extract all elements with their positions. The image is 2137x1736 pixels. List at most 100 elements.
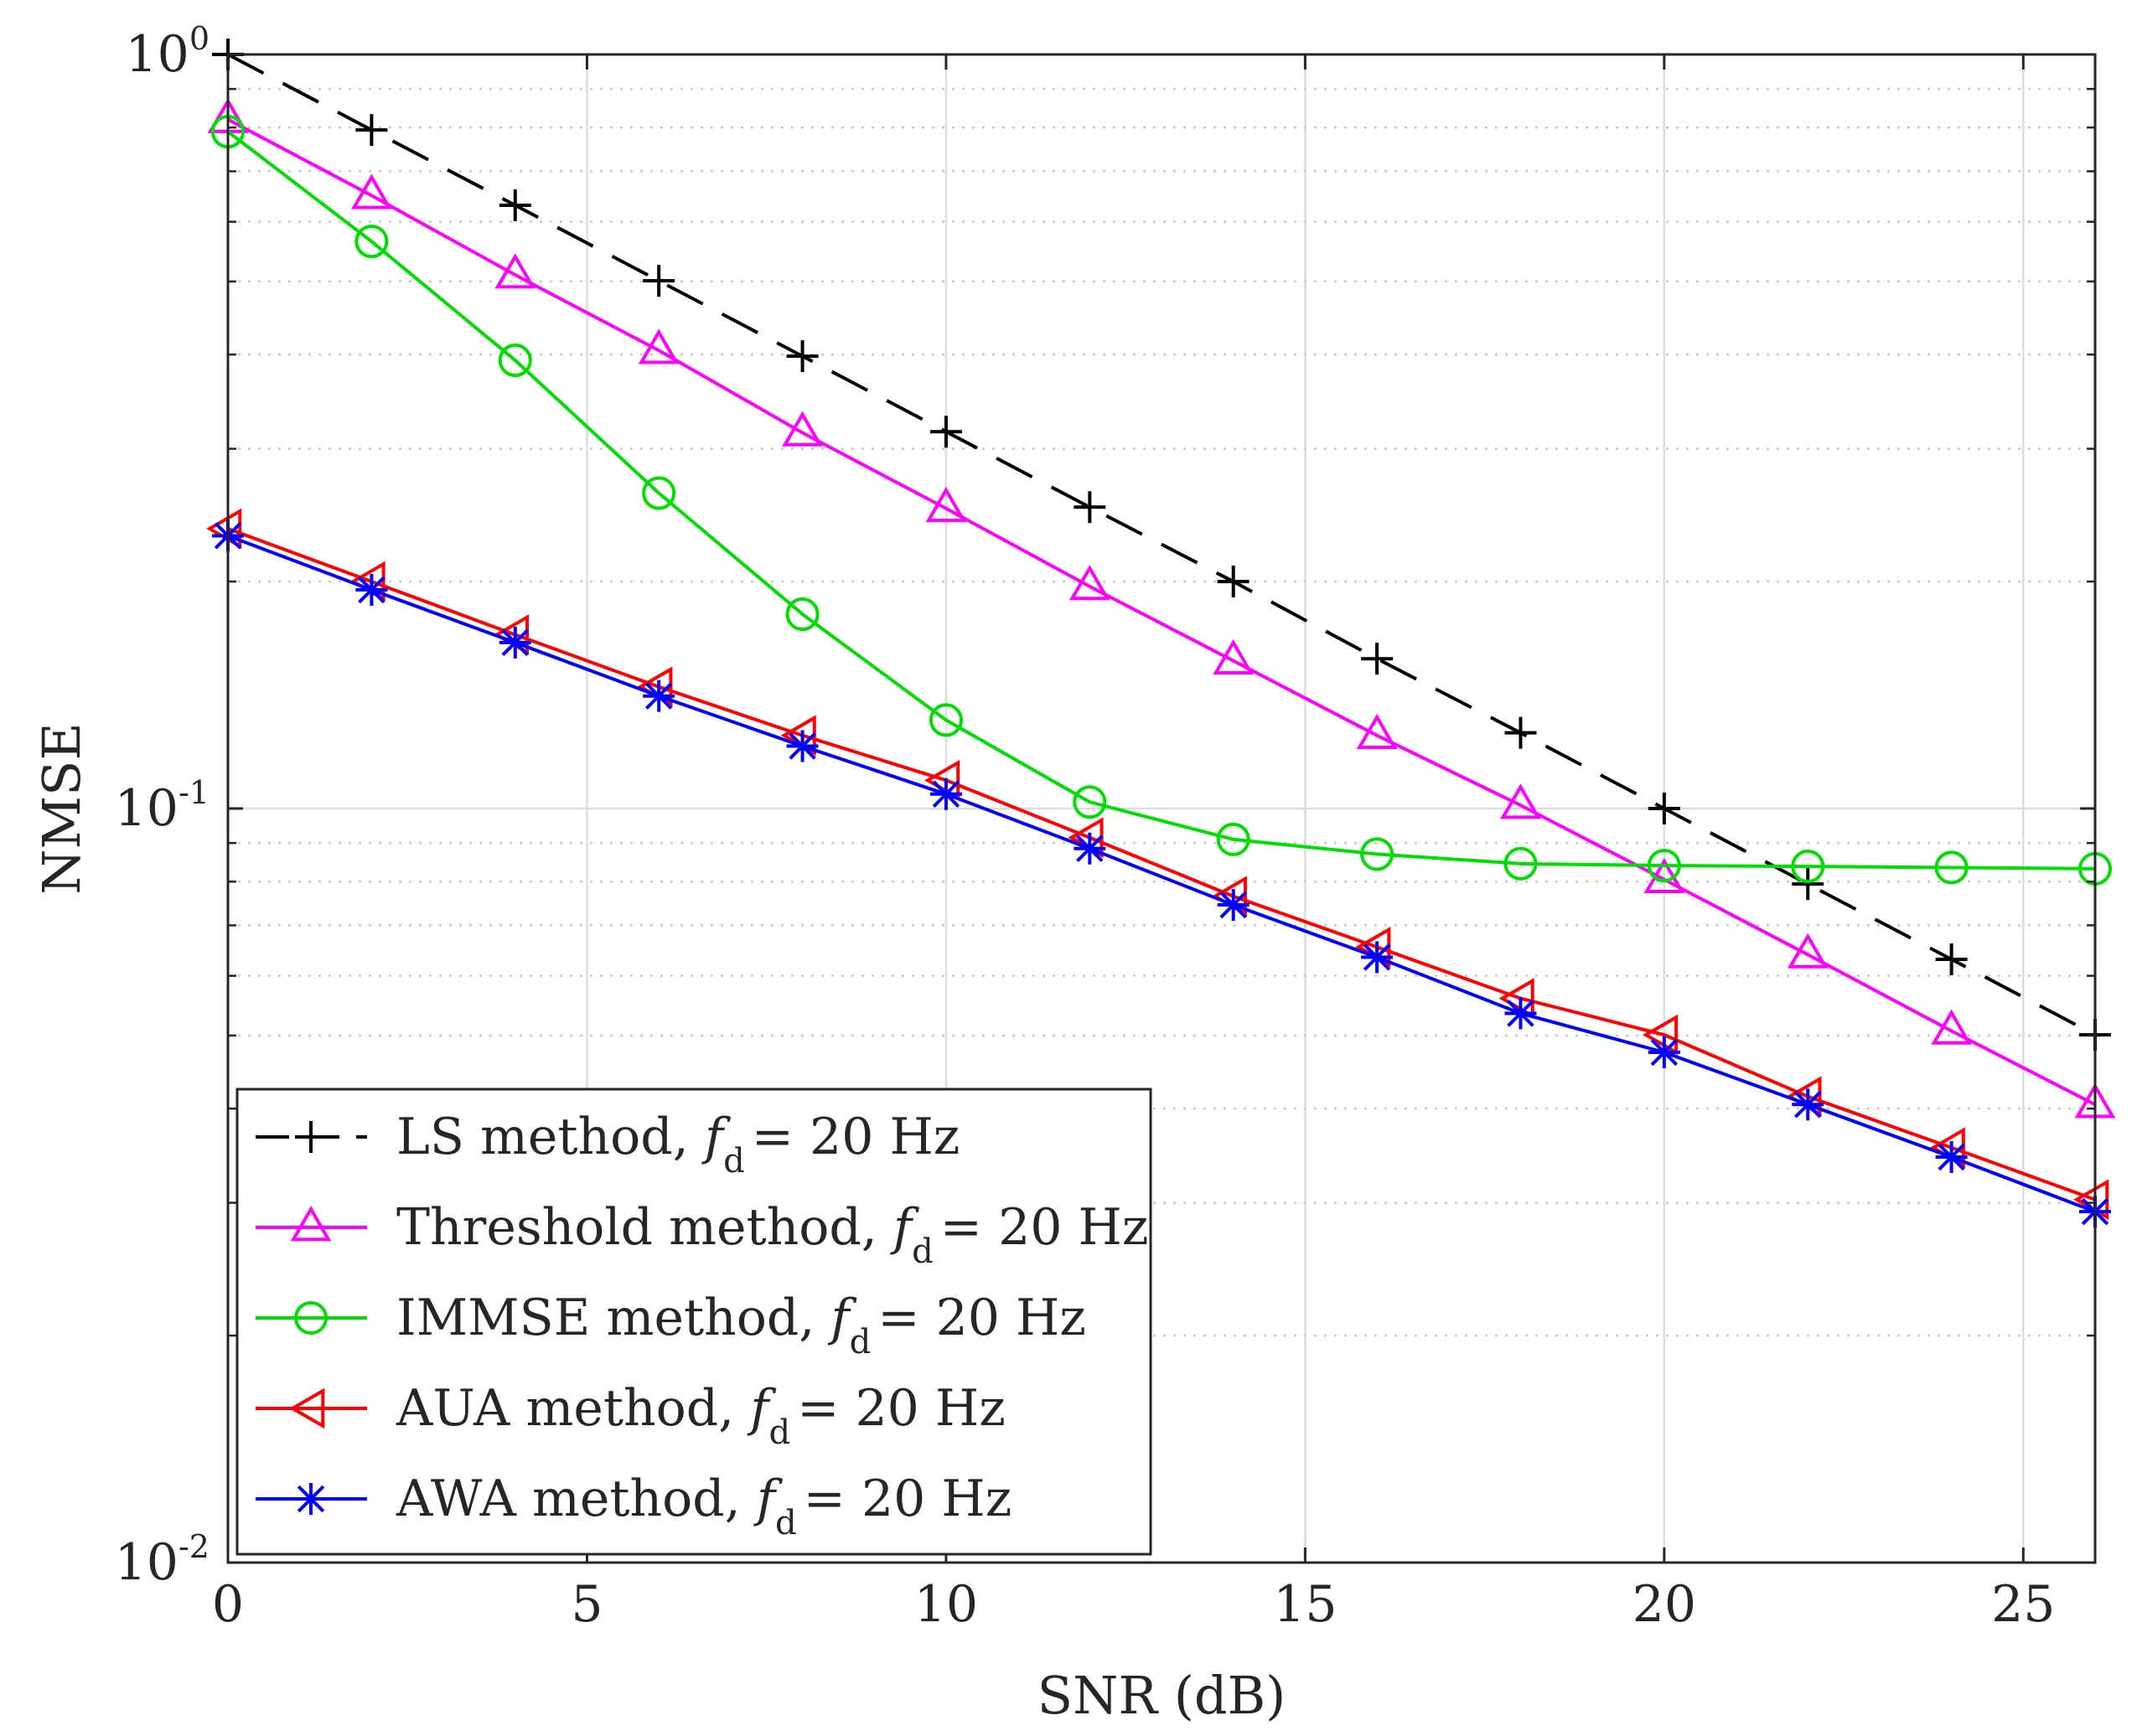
y-tick-label: 100: [125, 20, 210, 84]
marker-plus: [1217, 566, 1250, 598]
marker-circle: [354, 225, 389, 259]
marker-circle-shape: [293, 1300, 329, 1336]
marker-triangle-up: [494, 253, 536, 289]
legend-doppler-value: = 20 Hz: [752, 1108, 960, 1166]
y-tick-base: 10: [115, 779, 179, 838]
marker-circle-shape: [642, 476, 676, 510]
marker-triangle-up: [1068, 565, 1110, 601]
marker-plus: [355, 114, 388, 147]
marker-triangle-up: [1787, 933, 1829, 969]
marker-plus: [1074, 491, 1106, 524]
marker-asterisk-arm: [1507, 1000, 1534, 1027]
marker-triangle-up: [1356, 713, 1398, 750]
marker-asterisk-arm: [358, 576, 385, 604]
series-line-awa-method: [227, 534, 2096, 1214]
legend-fd-subscript: d: [723, 1142, 745, 1181]
marker-asterisk-arm: [1650, 1038, 1679, 1067]
marker-asterisk: [1648, 1036, 1680, 1068]
marker-plus: [643, 265, 675, 297]
legend-separator: ,: [799, 1289, 830, 1347]
marker-asterisk: [295, 1483, 327, 1515]
y-tick-label: 10-2: [115, 1528, 210, 1592]
marker-circle-shape: [785, 597, 820, 632]
marker-plus: [499, 189, 531, 221]
marker-plus: [1792, 868, 1824, 901]
marker-asterisk-arm: [1363, 943, 1391, 971]
x-tick-labels: 0 5 10 15 20 25: [212, 1575, 2056, 1634]
x-tick-label: 15: [1273, 1575, 1337, 1634]
marker-asterisk: [1792, 1088, 1824, 1121]
legend-item-awa-method: AWA method, fd = 20 Hz: [256, 1470, 1012, 1542]
marker-asterisk: [1217, 889, 1250, 922]
marker-circle-shape: [498, 343, 532, 378]
y-tick-exponent: -1: [179, 774, 210, 811]
marker-triangle-shape: [290, 1206, 332, 1242]
series-immse-method: [210, 115, 2113, 886]
series-line-threshold-method: [227, 117, 2096, 1107]
legend-label: AWA method, fd = 20 Hz: [396, 1470, 1012, 1542]
marker-triangle-shape: [351, 173, 392, 209]
y-tick-base: 10: [125, 25, 189, 84]
marker-plus: [1935, 943, 1968, 975]
marker-circle-shape: [1934, 850, 1969, 885]
marker-circle: [1934, 850, 1969, 885]
marker-plus: [295, 1121, 327, 1153]
marker-circle: [1647, 849, 1681, 883]
legend-separator: ,: [725, 1470, 757, 1528]
y-tick-exponent: -2: [179, 1528, 210, 1565]
marker-asterisk: [643, 679, 675, 712]
marker-asterisk-arm: [1793, 1091, 1822, 1119]
legend-box: [235, 1088, 1152, 1556]
marker-circle-shape: [1647, 849, 1681, 883]
marker-circle: [293, 1300, 329, 1336]
legend-fd-subscript: d: [775, 1504, 797, 1542]
legend-series-name: Threshold method: [396, 1198, 862, 1257]
marker-asterisk-arm: [501, 628, 530, 657]
marker-circle: [1503, 846, 1538, 881]
ticks: [226, 53, 2095, 1564]
marker-asterisk: [1935, 1140, 1968, 1173]
series-line-ls-method: [227, 53, 2096, 1036]
marker-circle-shape: [1503, 846, 1538, 881]
marker-triangle-up: [351, 173, 392, 209]
marker-circle: [642, 476, 676, 510]
series-line-immse-method: [226, 130, 2096, 871]
x-tick-label: 25: [1991, 1575, 2055, 1634]
marker-circle: [929, 703, 963, 737]
marker-triangle-up: [925, 487, 967, 523]
marker-plus: [786, 340, 819, 373]
marker-triangle-up: [1931, 1009, 1972, 1045]
marker-asterisk-arm: [644, 682, 673, 710]
legend-doppler-value: = 20 Hz: [877, 1289, 1086, 1347]
marker-triangle-shape: [289, 1387, 325, 1429]
marker-triangle-shape: [1643, 1014, 1679, 1056]
marker-circle: [1360, 837, 1394, 871]
marker-asterisk: [786, 730, 819, 762]
marker-circle-shape: [1073, 785, 1107, 819]
marker-circle-shape: [1791, 850, 1825, 884]
marker-triangle-shape: [1068, 565, 1110, 601]
legend-doppler-value: = 20 Hz: [940, 1198, 1149, 1257]
legend-doppler-value: = 20 Hz: [797, 1379, 1006, 1438]
marker-circle: [1073, 785, 1107, 819]
marker-plus: [929, 416, 962, 448]
legend-doppler-value: = 20 Hz: [804, 1470, 1012, 1528]
marker-asterisk: [1074, 832, 1106, 865]
legend-fd-subscript: d: [769, 1413, 791, 1452]
marker-triangle-up: [638, 328, 680, 364]
marker-circle-shape: [1360, 837, 1394, 871]
marker-asterisk-arm: [1219, 891, 1247, 919]
marker-circle: [498, 343, 532, 378]
marker-triangle-shape: [1931, 1009, 1972, 1045]
y-tick-label: 10-1: [115, 774, 210, 838]
series-threshold-method: [207, 97, 2116, 1119]
marker-plus: [1648, 793, 1680, 824]
y-axis-label: NMSE: [31, 722, 92, 894]
legend-series-name: AUA method: [396, 1379, 718, 1438]
marker-circle-shape: [1216, 822, 1250, 856]
marker-circle: [785, 597, 820, 632]
marker-triangle-up: [290, 1206, 332, 1242]
